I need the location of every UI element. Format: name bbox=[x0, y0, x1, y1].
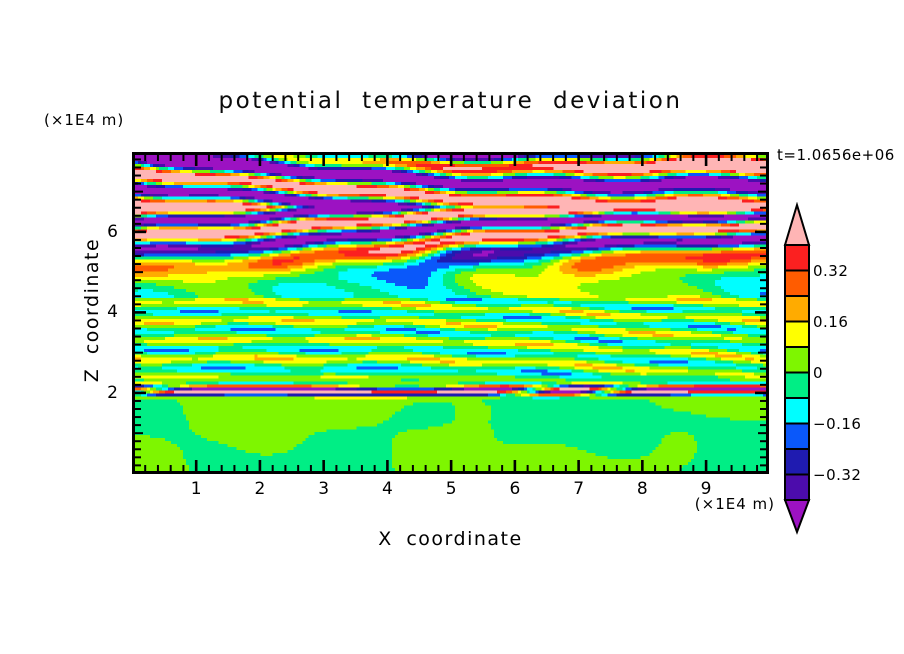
x-axis-title: X coordinate bbox=[378, 528, 523, 550]
x-axis-unit-label: (×1E4 m) bbox=[694, 495, 775, 513]
x-tick-label-6: 6 bbox=[509, 479, 521, 499]
x-tick-label-7: 7 bbox=[573, 479, 585, 499]
z-tick-label-4: 4 bbox=[107, 302, 118, 323]
chart-title: potential temperature deviation bbox=[218, 88, 683, 114]
x-tick-label-4: 4 bbox=[381, 479, 393, 499]
x-tick-label-8: 8 bbox=[636, 479, 648, 499]
z-axis-unit-label: (×1E4 m) bbox=[44, 111, 125, 129]
time-annotation: t=1.0656e+06 bbox=[777, 146, 895, 164]
x-tick-label-5: 5 bbox=[445, 479, 457, 499]
x-tick-label-9: 9 bbox=[700, 479, 712, 499]
x-tick-label-3: 3 bbox=[318, 479, 330, 499]
colorbar-label-0.16: 0.16 bbox=[813, 312, 849, 331]
colorbar-label-0: 0 bbox=[813, 363, 824, 382]
contour-field-canvas bbox=[135, 155, 766, 471]
x-tick-label-2: 2 bbox=[254, 479, 266, 499]
z-tick-label-2: 2 bbox=[107, 382, 118, 403]
colorbar bbox=[783, 202, 811, 535]
contour-plot-area bbox=[135, 155, 766, 471]
colorbar-label-0.32: 0.32 bbox=[813, 261, 849, 280]
colorbar-label--0.32: −0.32 bbox=[813, 465, 862, 484]
x-tick-label-1: 1 bbox=[190, 479, 202, 499]
colorbar-label--0.16: −0.16 bbox=[813, 414, 862, 433]
z-tick-label-6: 6 bbox=[107, 221, 118, 242]
